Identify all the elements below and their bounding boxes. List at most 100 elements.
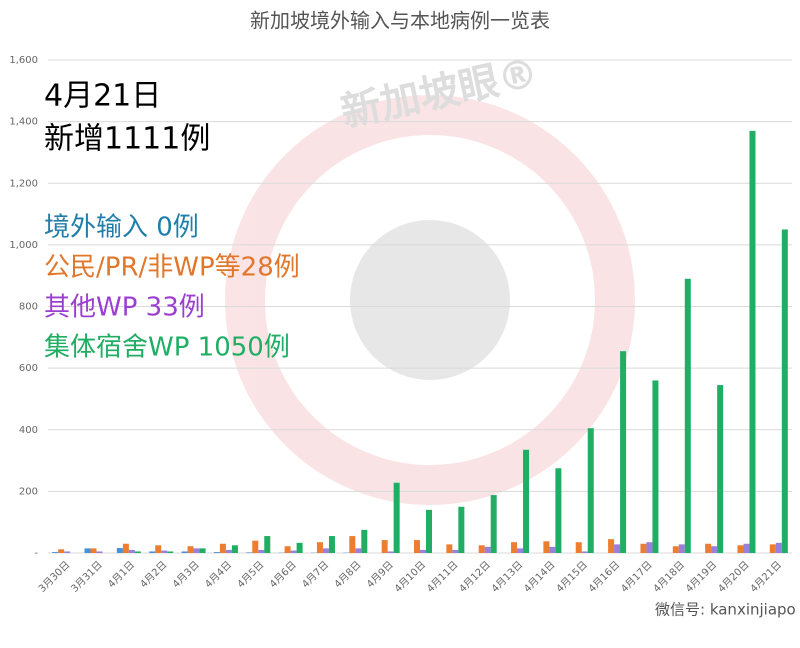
- bar: [213, 552, 220, 553]
- bar: [769, 544, 776, 553]
- bar: [155, 545, 162, 553]
- bar: [167, 551, 174, 553]
- x-tick-label: 4月12日: [457, 559, 493, 595]
- bar: [199, 548, 206, 553]
- y-tick-label: -: [34, 548, 38, 559]
- x-tick-label: 4月3日: [170, 559, 202, 591]
- bar: [134, 551, 141, 553]
- bar: [749, 130, 756, 553]
- y-tick-label: 400: [19, 425, 38, 436]
- legend-label: 境外输入 0例: [44, 213, 199, 243]
- bar: [478, 545, 485, 553]
- legend-label: 集体宿舍WP 1050例: [44, 333, 290, 363]
- bar: [284, 546, 291, 553]
- bar: [231, 545, 238, 553]
- bar: [620, 351, 627, 553]
- bar: [517, 548, 524, 553]
- x-tick-label: 3月30日: [36, 559, 72, 595]
- bar: [64, 551, 71, 553]
- x-tick-label: 4月1日: [105, 559, 137, 591]
- y-tick-label: 1,200: [9, 178, 38, 189]
- x-tick-label: 4月9日: [364, 559, 396, 591]
- x-tick-label: 4月6日: [267, 559, 299, 591]
- x-tick-label: 4月16日: [586, 559, 622, 595]
- bar: [523, 449, 530, 553]
- bar: [490, 495, 497, 553]
- bar: [161, 550, 168, 553]
- bar: [608, 539, 615, 553]
- bar: [543, 541, 550, 553]
- bar: [458, 506, 465, 553]
- bar: [181, 551, 188, 553]
- bar: [187, 546, 194, 553]
- bar: [452, 549, 459, 553]
- bar: [290, 550, 297, 553]
- bar: [711, 546, 718, 553]
- bar: [122, 543, 129, 553]
- bar: [549, 546, 556, 553]
- x-tick-label: 4月20日: [716, 559, 752, 595]
- legend-label: 公民/PR/非WP等28例: [44, 253, 300, 283]
- x-tick-label: 4月11日: [424, 559, 460, 595]
- x-tick-label: 4月10日: [392, 559, 428, 595]
- bar: [393, 482, 400, 553]
- watermark-logo: [225, 95, 635, 505]
- x-tick-label: 4月18日: [651, 559, 687, 595]
- bar: [219, 543, 226, 553]
- bar: [322, 548, 329, 553]
- bar: [258, 549, 265, 553]
- bar: [743, 543, 750, 553]
- bar: [58, 549, 65, 553]
- x-tick-label: 4月19日: [683, 559, 719, 595]
- bar: [328, 536, 335, 553]
- annotation: 新增1111例: [44, 122, 210, 157]
- bar: [614, 544, 621, 553]
- bar: [640, 543, 647, 553]
- bar: [575, 542, 582, 553]
- bar: [684, 278, 691, 553]
- bar: [316, 542, 323, 553]
- y-tick-label: 1,000: [9, 240, 38, 251]
- x-tick-label: 3月31日: [69, 559, 105, 595]
- annotation: 4月21日: [44, 79, 161, 114]
- chart-title: 新加坡境外输入与本地病例一览表: [250, 9, 550, 33]
- bar: [149, 551, 156, 553]
- x-tick-label: 4月21日: [748, 559, 784, 595]
- bar: [387, 551, 394, 553]
- bar: [128, 549, 135, 553]
- bar: [717, 385, 724, 553]
- bar: [555, 468, 562, 553]
- bar: [349, 536, 356, 553]
- bar: [426, 509, 432, 553]
- source: 微信号: kanxinjiapo: [655, 601, 796, 619]
- bar: [52, 552, 59, 553]
- y-tick-label: 800: [19, 302, 38, 313]
- bar: [252, 540, 259, 553]
- bar: [587, 428, 594, 553]
- bar: [781, 229, 788, 553]
- x-tick-label: 4月13日: [489, 559, 525, 595]
- bar: [484, 546, 491, 553]
- bar: [355, 548, 362, 553]
- bar: [414, 540, 420, 553]
- x-tick-label: 4月4日: [203, 559, 235, 591]
- bar: [737, 545, 744, 553]
- x-tick-label: 4月8日: [332, 559, 364, 591]
- bar: [672, 546, 679, 553]
- bar: [646, 542, 653, 553]
- x-tick-label: 4月2日: [138, 559, 170, 591]
- bar: [446, 544, 453, 553]
- bar: [381, 540, 388, 553]
- bar: [678, 544, 685, 553]
- y-tick-label: 200: [19, 486, 38, 497]
- bar: [193, 548, 200, 553]
- x-tick-label: 4月14日: [522, 559, 558, 595]
- x-tick-label: 4月15日: [554, 559, 590, 595]
- bar: [775, 542, 782, 553]
- y-tick-label: 1,400: [9, 117, 38, 128]
- x-tick-label: 4月7日: [300, 559, 332, 591]
- legend-label: 其他WP 33例: [44, 293, 205, 323]
- bar: [264, 536, 271, 553]
- bar: [511, 542, 518, 553]
- x-tick-label: 4月5日: [235, 559, 267, 591]
